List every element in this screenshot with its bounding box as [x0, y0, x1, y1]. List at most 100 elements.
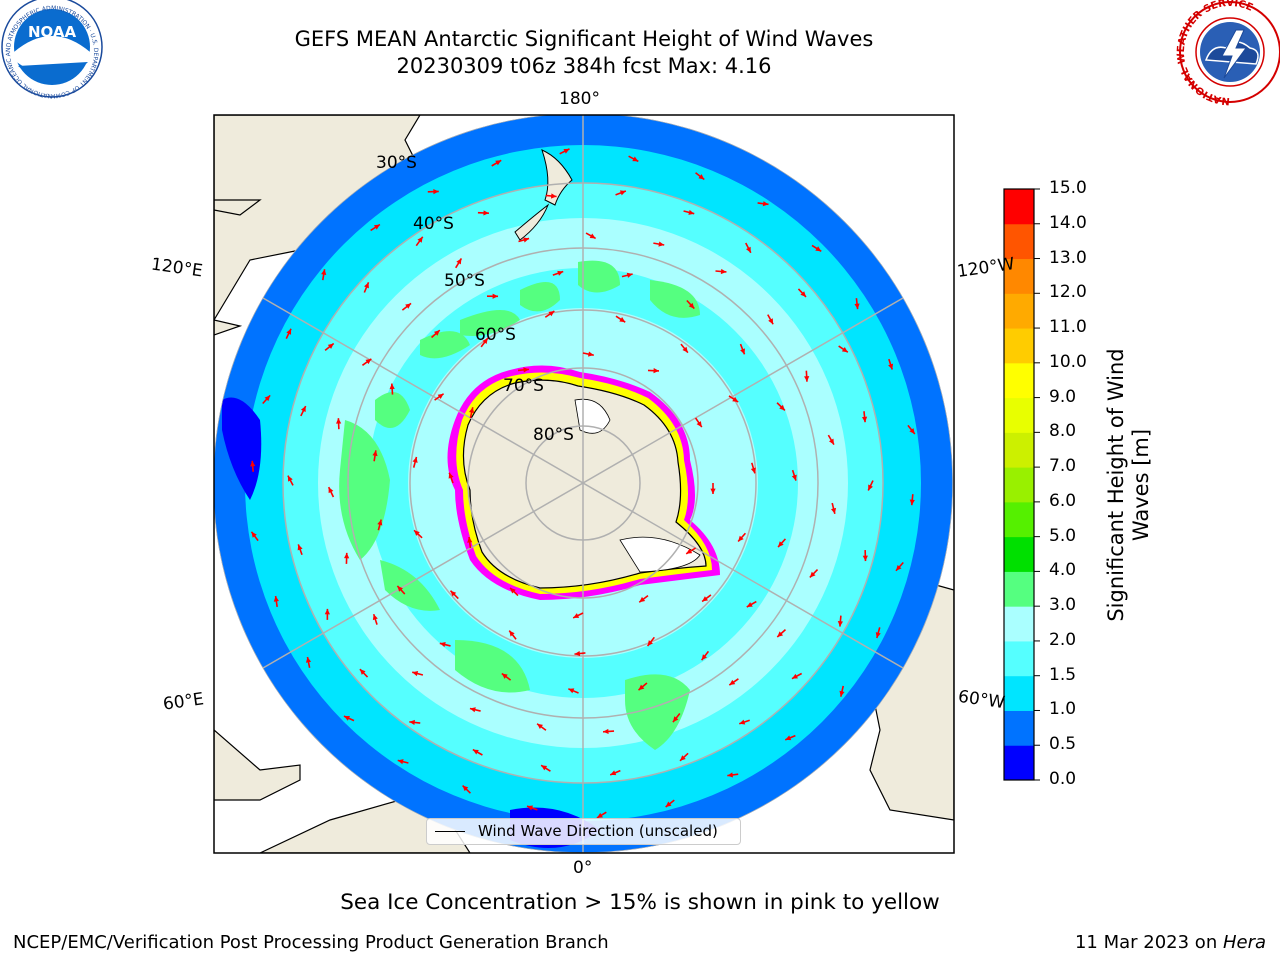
wind-arrow-head	[573, 613, 580, 618]
colorbar-segment	[1004, 432, 1034, 468]
wind-arrow-head	[779, 404, 785, 411]
wind-arrow-head	[861, 416, 868, 423]
wind-arrow-head	[875, 632, 881, 638]
wind-arrow-head	[665, 801, 672, 807]
colorbar-segment	[1004, 710, 1034, 746]
footer-branch: NCEP/EMC/Verification Post Processing Pr…	[13, 932, 609, 953]
wind-arrow-head	[509, 630, 515, 637]
lat-label-50s: 50°S	[444, 271, 485, 291]
wind-arrow-head	[324, 608, 330, 615]
wind-arrow-head	[305, 657, 312, 663]
colorbar-tick-label: 5.0	[1049, 525, 1077, 546]
wind-arrow-head	[364, 282, 369, 289]
wind-arrow-head	[804, 376, 810, 382]
wind-arrow-head	[868, 484, 873, 491]
sea-ice-caption: Sea Ice Concentration > 15% is shown in …	[340, 890, 940, 915]
wind-arrow-head	[250, 460, 256, 467]
colorbar-tick-label: 1.5	[1049, 664, 1077, 685]
wind-arrow-head	[809, 571, 816, 578]
wind-arrow-head	[336, 418, 342, 424]
wind-arrow-head	[264, 395, 271, 402]
ocean-field	[214, 115, 953, 853]
wind-arrow-head	[321, 269, 327, 276]
wind-arrow-head	[563, 148, 570, 154]
noaa-logo-text: NOAA	[28, 23, 77, 41]
wind-arrow-head	[469, 707, 476, 713]
colorbar-segment	[1004, 675, 1034, 711]
wind-arrow-head	[287, 475, 293, 482]
wind-arrow-head	[746, 246, 751, 253]
wind-arrow-head	[909, 428, 915, 434]
colorbar-segment	[1004, 328, 1034, 364]
wind-arrow-head	[639, 596, 646, 603]
colorbar-tick-label: 2.0	[1049, 629, 1077, 650]
wind-arrow-head	[467, 537, 473, 543]
wind-arrow-head	[653, 368, 659, 374]
wind-arrow-head	[437, 393, 444, 400]
new-zealand	[514, 149, 573, 241]
colorbar-tick-label: 3.0	[1049, 595, 1077, 616]
wind-arrow-head	[791, 474, 797, 481]
footer-host: Hera	[1222, 932, 1266, 953]
wind-arrow-head	[327, 343, 334, 349]
chart-title: GEFS MEAN Antarctic Significant Height o…	[294, 27, 874, 51]
colorbar-tick-label: 0.0	[1049, 769, 1077, 789]
wind-arrow-head	[365, 358, 372, 365]
wind-arrow-head	[672, 716, 679, 723]
wind-arrow-head	[837, 620, 843, 627]
wind-arrow-head	[412, 456, 418, 463]
wind-arrow-head	[888, 363, 894, 370]
wind-arrow-head	[433, 189, 439, 195]
noaa-logo: NOAA NATIONAL OCEANIC AND ATMOSPHERIC AD…	[0, 0, 103, 99]
colorbar-tick-label: 1.0	[1049, 699, 1077, 720]
wind-arrow-head	[409, 719, 415, 726]
colorbar-tick-label: 7.0	[1049, 456, 1077, 477]
wind-arrow-head	[397, 759, 404, 765]
colorbar-tick-label: 12.0	[1049, 282, 1087, 303]
lon-label-0: 0°	[573, 858, 593, 878]
wind-arrow-head	[785, 735, 792, 741]
wind-arrow-head	[815, 246, 822, 252]
wind-arrow-head	[469, 407, 475, 414]
wind-arrow-head	[727, 772, 733, 778]
wind-arrow-head	[492, 293, 499, 299]
wind-arrow-head	[537, 723, 543, 730]
map-legend: Wind Wave Direction (unscaled)	[426, 818, 741, 845]
colorbar-segment	[1004, 571, 1034, 607]
colorbar-segment	[1004, 745, 1034, 781]
wind-arrow-head	[686, 548, 693, 554]
wind-arrows	[250, 148, 916, 819]
wind-arrow-head	[638, 684, 645, 691]
lat-label-80s: 80°S	[533, 425, 574, 445]
colorbar-tick-label: 11.0	[1049, 317, 1087, 338]
wind-arrow-head	[619, 190, 626, 196]
wind-arrow-head	[472, 749, 479, 755]
chart-subtitle: 20230309 t06z 384h fcst Max: 4.16	[396, 54, 772, 78]
colorbar-segment	[1004, 293, 1034, 329]
wind-arrow-head	[273, 596, 279, 602]
wind-arrow-head	[777, 631, 784, 637]
wind-arrow-head	[738, 535, 744, 542]
wind-arrow-head	[626, 272, 633, 278]
wind-arrow-head	[344, 552, 350, 559]
wind-arrow-head	[372, 614, 378, 621]
wind-arrow-head	[720, 268, 727, 275]
wind-arrow-head	[328, 487, 334, 494]
wind-arrow-head	[343, 715, 350, 721]
wind-arrow-head	[610, 770, 617, 776]
wind-arrow-head	[456, 258, 462, 265]
wind-arrow-head	[647, 640, 653, 646]
wind-arrow-head	[417, 236, 423, 243]
wind-arrow-head	[433, 330, 440, 336]
colorbar-segment	[1004, 467, 1034, 503]
footer-date-text: 11 Mar 2023 on	[1074, 932, 1223, 953]
wind-arrow-head	[862, 555, 868, 562]
colorbar-segment	[1004, 223, 1034, 260]
colorbar-tick-label: 10.0	[1049, 351, 1087, 372]
colorbar-tick-label: 13.0	[1049, 247, 1087, 268]
colorbar	[1003, 188, 1040, 781]
wind-arrow-head	[828, 438, 834, 445]
wind-arrow-head	[768, 318, 774, 325]
wind-arrow-head	[729, 679, 736, 686]
wind-arrow-head	[632, 156, 639, 162]
